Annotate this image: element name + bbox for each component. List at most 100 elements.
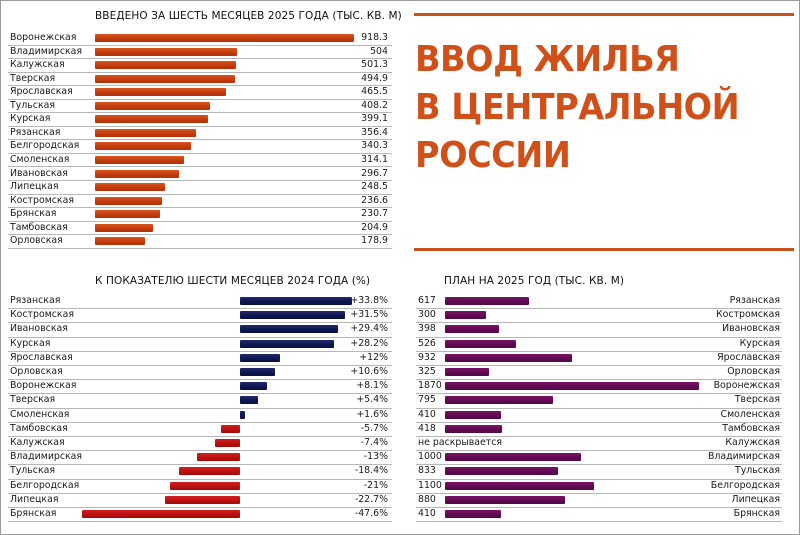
chart-commissioned-2025: ВВЕДЕНО ЗА ШЕСТЬ МЕСЯЦЕВ 2025 ГОДА (ТЫС.… <box>8 0 402 262</box>
value-label: 1000 <box>418 451 442 463</box>
table-row: Ярославская +12% <box>8 351 392 366</box>
table-row: 1870 Воронежская <box>416 379 782 395</box>
table-row: 410 Смоленская <box>416 408 782 423</box>
chart-vs-2024: К ПОКАЗАТЕЛЮ ШЕСТИ МЕСЯЦЕВ 2024 ГОДА (%)… <box>8 265 400 527</box>
value-label: 248.5 <box>361 181 388 193</box>
row-label: Белгородская <box>10 479 80 491</box>
row-label: Тверская <box>734 394 780 406</box>
row-label: Костромская <box>10 309 74 321</box>
value-label: 918.3 <box>361 32 388 43</box>
bar <box>95 61 237 70</box>
headline-line-3: РОССИИ <box>415 135 571 176</box>
table-row: Смоленская 314.1 <box>8 153 392 168</box>
table-row: 526 Курская <box>416 337 782 352</box>
value-label: 296.7 <box>361 167 388 179</box>
bar <box>445 467 559 476</box>
bar-positive <box>240 311 345 320</box>
bar <box>95 169 179 178</box>
row-label: Ярославская <box>10 351 73 363</box>
value-label: -5.7% <box>360 422 388 434</box>
value-label: +31.5% <box>350 309 388 321</box>
value-label: 1100 <box>418 479 442 491</box>
value-label: +33.8% <box>350 295 388 306</box>
table-row: Брянская -47.6% <box>8 507 392 523</box>
bar <box>95 47 238 56</box>
row-label: Смоленская <box>10 153 70 165</box>
row-label: Тамбовская <box>10 422 68 434</box>
value-label: +5.4% <box>356 394 388 406</box>
table-row: 617 Рязанская <box>416 294 782 310</box>
table-row: Владимирская 504 <box>8 45 392 60</box>
value-label: 340.3 <box>361 140 388 152</box>
row-label: Калужская <box>725 437 780 448</box>
table-row: Рязанская 356.4 <box>8 126 392 141</box>
bar-negative <box>215 439 240 447</box>
table-row: Рязанская +33.8% <box>8 294 392 310</box>
value-label: 494.9 <box>361 72 388 84</box>
row-label: Калужская <box>10 59 65 71</box>
table-row: Брянская 230.7 <box>8 207 392 222</box>
value-label: 314.1 <box>361 153 388 165</box>
row-label: Тверская <box>10 394 56 406</box>
bar <box>445 495 565 504</box>
bar <box>445 339 517 348</box>
bar-negative <box>196 453 240 462</box>
value-label: -21% <box>363 479 388 491</box>
bar <box>95 155 184 164</box>
table-row: Ивановская +29.4% <box>8 322 392 338</box>
bar-positive <box>240 325 338 334</box>
bar-negative <box>170 481 240 490</box>
row-label: Орловская <box>727 366 780 377</box>
bar-negative <box>81 510 240 518</box>
row-label: Орловская <box>10 366 63 377</box>
table-row: Тверская +5.4% <box>8 393 392 409</box>
value-label: 880 <box>418 493 436 505</box>
table-row: Курская 399.1 <box>8 112 392 127</box>
table-row: не раскрывается Калужская <box>416 436 782 452</box>
table-row: Тверская 494.9 <box>8 72 392 87</box>
bar <box>95 237 146 246</box>
row-label: Ярославская <box>10 86 73 98</box>
row-label: Тульская <box>10 99 55 111</box>
bar <box>95 196 162 205</box>
row-label: Липецкая <box>10 181 59 193</box>
table-row: 795 Тверская <box>416 393 782 409</box>
row-label: Брянская <box>10 208 57 220</box>
value-label: 356.4 <box>361 126 388 138</box>
value-label: 178.9 <box>361 235 388 247</box>
row-label: Ивановская <box>722 323 780 335</box>
row-label: Брянская <box>733 508 780 519</box>
value-label: +29.4% <box>350 323 388 335</box>
value-label: -18.4% <box>354 465 388 477</box>
table-row: Белгородская 340.3 <box>8 139 392 154</box>
bar <box>445 382 699 391</box>
value-label: +8.1% <box>356 380 388 392</box>
headline-line-2: В ЦЕНТРАЛЬНОЙ <box>415 87 740 128</box>
row-label: Курская <box>739 337 780 349</box>
table-row: Орловская +10.6% <box>8 365 392 381</box>
table-row: 418 Тамбовская <box>416 422 782 437</box>
row-label: Тульская <box>10 465 55 477</box>
bar <box>445 510 501 518</box>
bar-positive <box>240 410 246 419</box>
table-row: 410 Брянская <box>416 507 782 523</box>
value-label: +1.6% <box>356 408 388 420</box>
table-row: Калужская 501.3 <box>8 58 392 73</box>
bar <box>445 453 581 462</box>
row-label: Тамбовская <box>10 221 68 233</box>
bar-negative <box>178 467 240 476</box>
row-label: Курская <box>10 337 51 349</box>
value-label: 465.5 <box>361 86 388 98</box>
value-label: не раскрывается <box>418 437 503 448</box>
bar <box>95 210 161 219</box>
value-label: 410 <box>418 408 436 420</box>
bar-negative <box>164 495 240 504</box>
bar <box>445 396 553 405</box>
bar <box>95 142 191 151</box>
bar-positive <box>240 382 267 391</box>
value-label: 501.3 <box>361 59 388 71</box>
bar-positive <box>240 368 276 376</box>
table-row: 398 Ивановская <box>416 322 782 338</box>
value-label: 399.1 <box>361 113 388 125</box>
table-row: Калужская -7.4% <box>8 436 392 452</box>
